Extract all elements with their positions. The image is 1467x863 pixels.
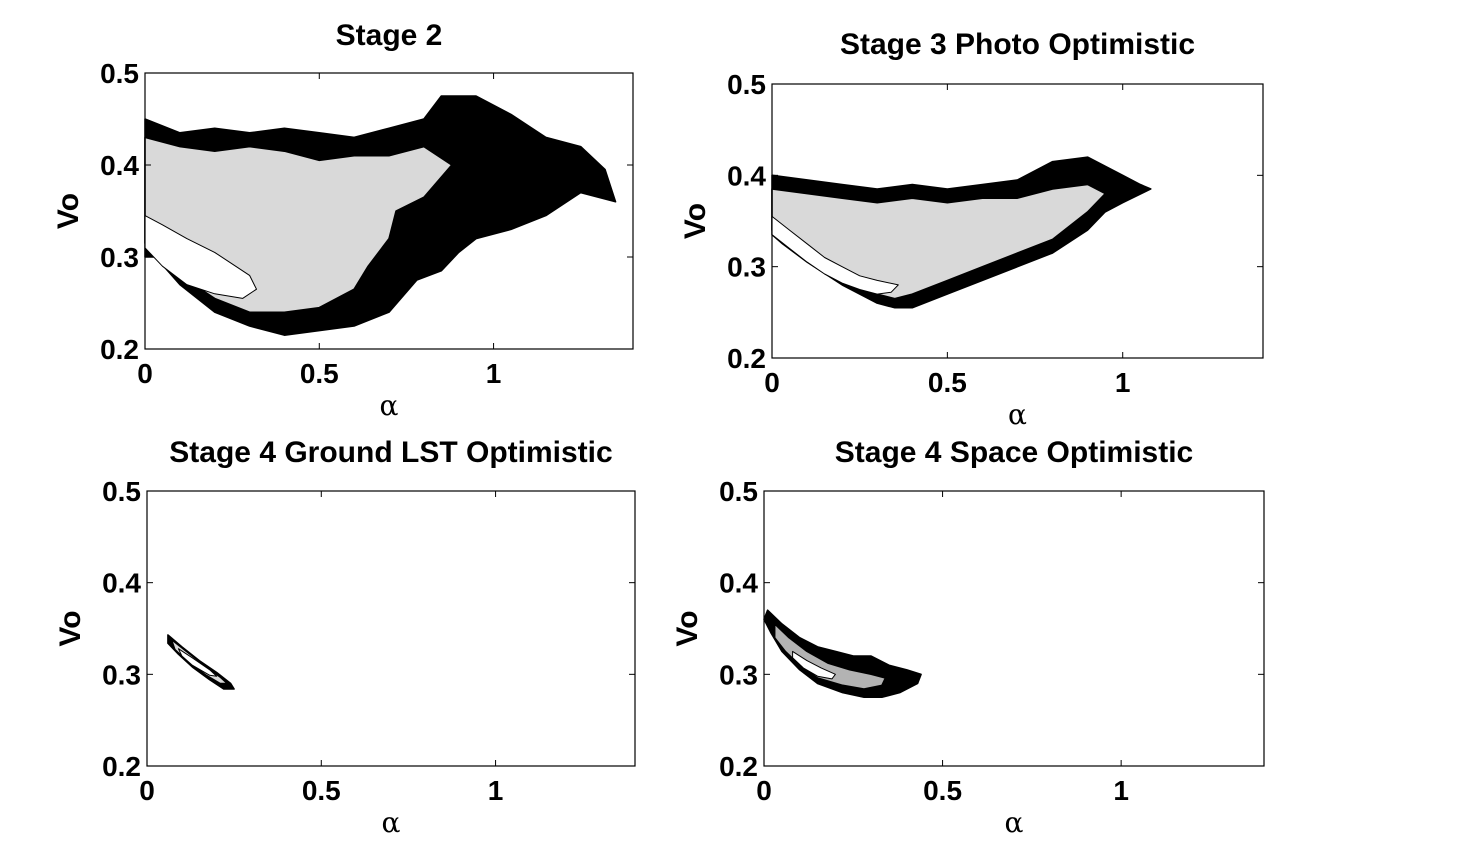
x-tick-label: 0: [137, 358, 153, 389]
y-tick-label: 0.3: [719, 659, 758, 690]
chart-title: Stage 3 Photo Optimistic: [840, 28, 1195, 61]
y-tick-label: 0.2: [727, 343, 766, 374]
y-axis-label: Vo: [671, 610, 704, 646]
y-tick-label: 0.5: [102, 476, 141, 507]
x-tick-label: 0.5: [300, 358, 339, 389]
y-axis-label: Vo: [679, 203, 712, 239]
axes-frame: [146, 490, 636, 767]
y-tick-label: 0.4: [102, 568, 141, 599]
chart-title: Stage 2: [336, 19, 443, 52]
y-tick-label: 0.5: [719, 476, 758, 507]
y-tick-label: 0.2: [100, 334, 139, 365]
x-tick-label: 1: [488, 775, 504, 806]
chart-panel-4: 0 0.5 1 0.2 0.3 0.4 0.5 Stage 4 Space Optimisti…: [671, 436, 1265, 839]
x-axis-label: α: [1008, 398, 1027, 431]
x-tick-label: 0: [139, 775, 155, 806]
x-tick-label: 0.5: [928, 367, 967, 398]
y-tick-label: 0.2: [719, 751, 758, 782]
y-tick-label: 0.4: [719, 568, 758, 599]
axes-frame: [771, 83, 1264, 359]
x-tick-label: 1: [1115, 367, 1131, 398]
x-tick-label: 0.5: [923, 775, 962, 806]
chart-title: Stage 4 Ground LST Optimistic: [169, 436, 612, 469]
y-axis-label: Vo: [54, 610, 87, 646]
chart-title: Stage 4 Space Optimistic: [835, 436, 1193, 469]
y-tick-label: 0.5: [100, 58, 139, 89]
x-axis-label: α: [380, 389, 399, 422]
contour-region-outer: [763, 609, 922, 699]
y-tick-label: 0.3: [102, 659, 141, 690]
plot-area: [147, 491, 635, 766]
y-tick-label: 0.3: [100, 242, 139, 273]
contour-region-inner: [771, 215, 899, 295]
chart-panel-3: 0 0.5 1 0.2 0.3 0.4 0.5 Stage 4 Ground LST Opti…: [54, 436, 636, 839]
y-tick-label: 0.4: [100, 150, 139, 181]
x-axis-label: α: [382, 806, 401, 839]
y-tick-label: 0.4: [727, 160, 766, 191]
axes-frame: [144, 72, 634, 350]
x-tick-label: 0.5: [302, 775, 341, 806]
x-tick-label: 0: [764, 367, 780, 398]
x-axis-label: α: [1005, 806, 1024, 839]
plot-area: [764, 491, 1264, 766]
y-axis-label: Vo: [52, 193, 85, 229]
y-tick-label: 0.2: [102, 751, 141, 782]
chart-panel-2: 0 0.5 1 0.2 0.3 0.4 0.5 Stage 3 Photo Optimisti…: [679, 28, 1264, 431]
chart-panel-1: 0 0.5 1 0.2 0.3 0.4 0.5 Stage 2 α Vo: [52, 19, 634, 422]
y-tick-label: 0.3: [727, 252, 766, 283]
x-tick-label: 0: [756, 775, 772, 806]
axes-frame: [763, 490, 1265, 767]
x-tick-label: 1: [486, 358, 502, 389]
contour-region-inner: [144, 215, 257, 299]
contour-region-middle: [773, 623, 887, 690]
contour-region-inner: [177, 648, 218, 677]
contour-region-inner: [792, 650, 836, 680]
y-tick-label: 0.5: [727, 69, 766, 100]
x-tick-label: 1: [1113, 775, 1129, 806]
